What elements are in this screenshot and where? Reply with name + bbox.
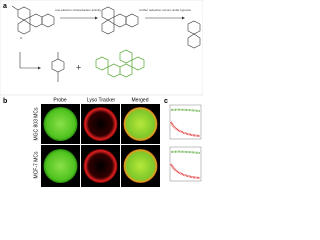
arrowhead	[95, 16, 98, 20]
panel-a-frame	[0, 0, 203, 96]
row-label: MCF-7 MCs	[33, 151, 39, 178]
arrowhead	[182, 16, 185, 20]
row-label: MGC 803 MCs	[33, 107, 39, 141]
structure-4	[51, 52, 65, 82]
micrograph-grid	[41, 104, 160, 187]
structure-2	[101, 6, 139, 35]
column-header: Merged	[132, 97, 149, 103]
page: {"panels": { "a": {"label": "a", "arrow1…	[0, 0, 203, 189]
panel-label: a	[3, 3, 7, 10]
plus: +	[76, 62, 81, 72]
figure: a O one-electron nitroreduction activity…	[0, 0, 203, 187]
arrow-text: further reduction occurs under hypoxia	[139, 8, 191, 12]
panel-label: b	[3, 98, 7, 105]
svg-text:O: O	[20, 36, 23, 40]
structure-5	[95, 49, 145, 78]
column-header: Lyso Tracker	[87, 97, 116, 103]
panel-label: c	[164, 98, 168, 105]
plot-thumbnails	[169, 104, 202, 182]
arrowhead	[38, 66, 41, 70]
column-header: Probe	[53, 97, 67, 103]
structure-3	[187, 20, 201, 49]
structure-1: O	[11, 5, 55, 40]
arrow-text: one-electron nitroreduction activity	[55, 8, 101, 12]
